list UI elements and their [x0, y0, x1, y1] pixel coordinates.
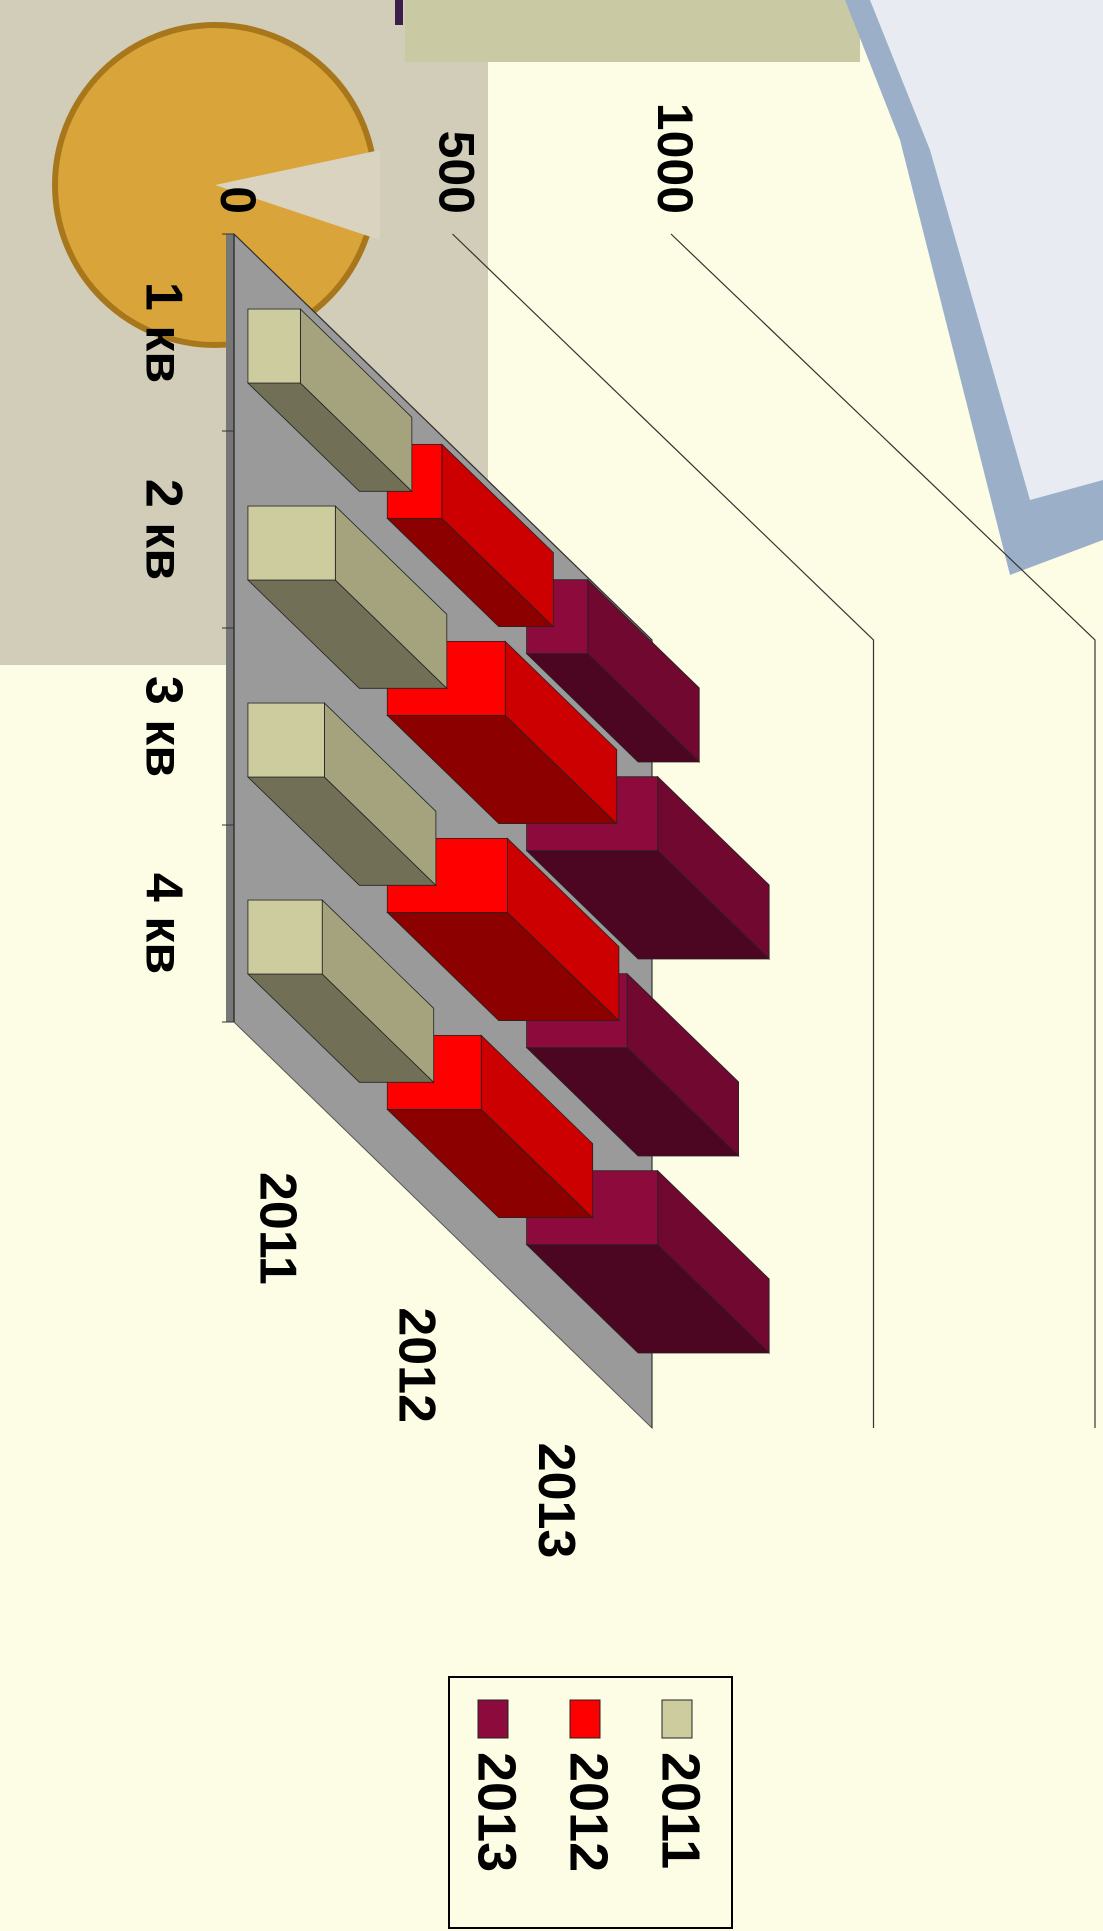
- legend-label: 2013: [467, 1752, 527, 1872]
- bar: [246, 702, 437, 887]
- x-tick-label: 1000: [647, 103, 703, 214]
- depth-label: 2012: [388, 1307, 446, 1423]
- legend-box: [448, 1676, 733, 1929]
- bar: [246, 505, 448, 690]
- depth-label: 2013: [527, 1443, 585, 1559]
- title-band: [405, 0, 860, 62]
- document-paper: [870, 0, 1103, 500]
- x-tick-label: 500: [428, 131, 484, 214]
- grid-line: [452, 233, 875, 1428]
- grid-line: [233, 233, 653, 1428]
- category-label: 4 кв: [134, 873, 192, 974]
- legend-swatch: [477, 1699, 509, 1739]
- title-band-edge: [395, 0, 403, 25]
- category-label: 3 кв: [134, 676, 192, 777]
- depth-label: 2011: [248, 1172, 306, 1285]
- bar: [386, 837, 620, 1022]
- legend-label: 2012: [559, 1752, 619, 1872]
- category-label: 1 кв: [134, 282, 192, 383]
- legend-swatch: [569, 1699, 601, 1739]
- legend-swatch: [661, 1699, 693, 1739]
- x-tick-label: 0: [210, 186, 266, 214]
- bar: [246, 308, 413, 493]
- bar-front: [247, 702, 325, 778]
- grid-line: [670, 233, 1096, 1428]
- category-label: 2 кв: [134, 479, 192, 580]
- bar-front: [247, 308, 301, 384]
- bar: [246, 899, 435, 1084]
- legend-label: 2011: [651, 1752, 711, 1869]
- chart: 0 500 1000 1 кв 2 кв 3 кв 4 кв 2011 2012 2013 2011…: [134, 103, 1096, 1872]
- coin-slice: [215, 150, 380, 240]
- bar: [386, 443, 555, 628]
- bar-front: [247, 505, 336, 581]
- bar-front: [247, 899, 323, 975]
